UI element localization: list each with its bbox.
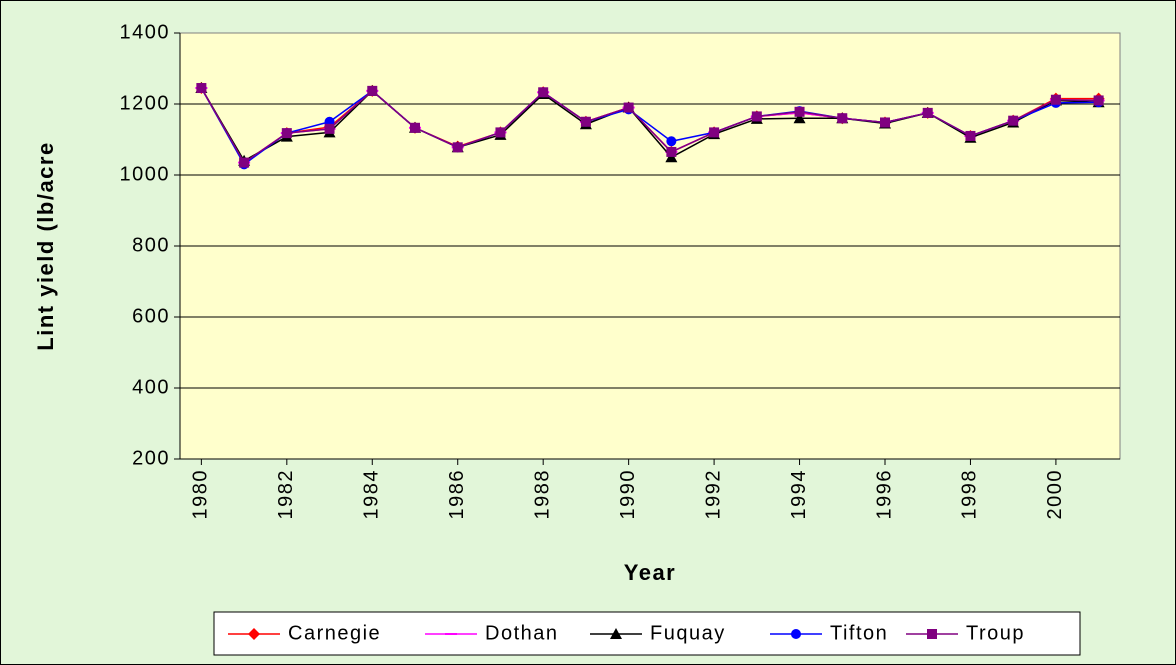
x-tick-label: 1996 xyxy=(873,469,895,520)
marker xyxy=(927,629,937,639)
x-tick-label: 1990 xyxy=(617,469,639,520)
marker xyxy=(623,102,634,113)
y-tick-label: 200 xyxy=(132,447,170,469)
marker xyxy=(922,107,933,118)
legend-label: Dothan xyxy=(485,622,559,644)
legend-label: Tifton xyxy=(830,622,888,644)
y-tick-label: 1200 xyxy=(120,92,171,114)
x-tick-label: 2000 xyxy=(1044,469,1066,520)
legend-label: Fuquay xyxy=(650,622,726,644)
marker xyxy=(751,111,762,122)
y-axis-label: Lint yield (lb/acre xyxy=(33,141,58,350)
y-tick-label: 400 xyxy=(132,376,170,398)
marker xyxy=(709,127,720,138)
marker xyxy=(965,130,976,141)
x-tick-label: 1984 xyxy=(361,469,383,520)
marker xyxy=(452,142,463,153)
marker xyxy=(837,113,848,124)
marker xyxy=(1008,115,1019,126)
marker xyxy=(495,127,506,138)
x-tick-label: 1980 xyxy=(190,469,212,520)
y-tick-label: 1400 xyxy=(120,21,171,43)
marker xyxy=(666,146,677,157)
legend-label: Carnegie xyxy=(288,622,381,644)
marker xyxy=(410,122,420,133)
marker xyxy=(610,628,622,639)
marker xyxy=(666,136,677,147)
x-tick-label: 1998 xyxy=(959,469,981,520)
marker xyxy=(367,85,378,96)
x-axis-label: Year xyxy=(624,560,677,585)
marker xyxy=(580,116,591,127)
legend-label: Troup xyxy=(966,622,1025,644)
marker xyxy=(794,106,805,117)
marker xyxy=(239,157,250,168)
marker xyxy=(538,87,549,98)
marker xyxy=(281,128,292,139)
y-tick-label: 600 xyxy=(132,305,170,327)
x-tick-label: 1992 xyxy=(702,469,724,520)
series-line xyxy=(200,87,1099,164)
marker xyxy=(793,112,806,124)
x-tick-label: 1986 xyxy=(446,469,468,520)
series-line xyxy=(200,87,1099,162)
y-tick-label: 800 xyxy=(132,234,170,256)
x-tick-label: 1994 xyxy=(788,469,810,520)
marker xyxy=(1093,95,1104,106)
marker xyxy=(248,628,260,640)
x-tick-label: 1988 xyxy=(531,469,553,520)
marker xyxy=(880,117,890,128)
marker xyxy=(791,629,801,639)
y-tick-label: 1000 xyxy=(120,163,171,185)
marker xyxy=(324,123,335,134)
marker xyxy=(196,83,207,94)
marker xyxy=(1050,94,1061,105)
x-tick-label: 1982 xyxy=(275,469,297,520)
